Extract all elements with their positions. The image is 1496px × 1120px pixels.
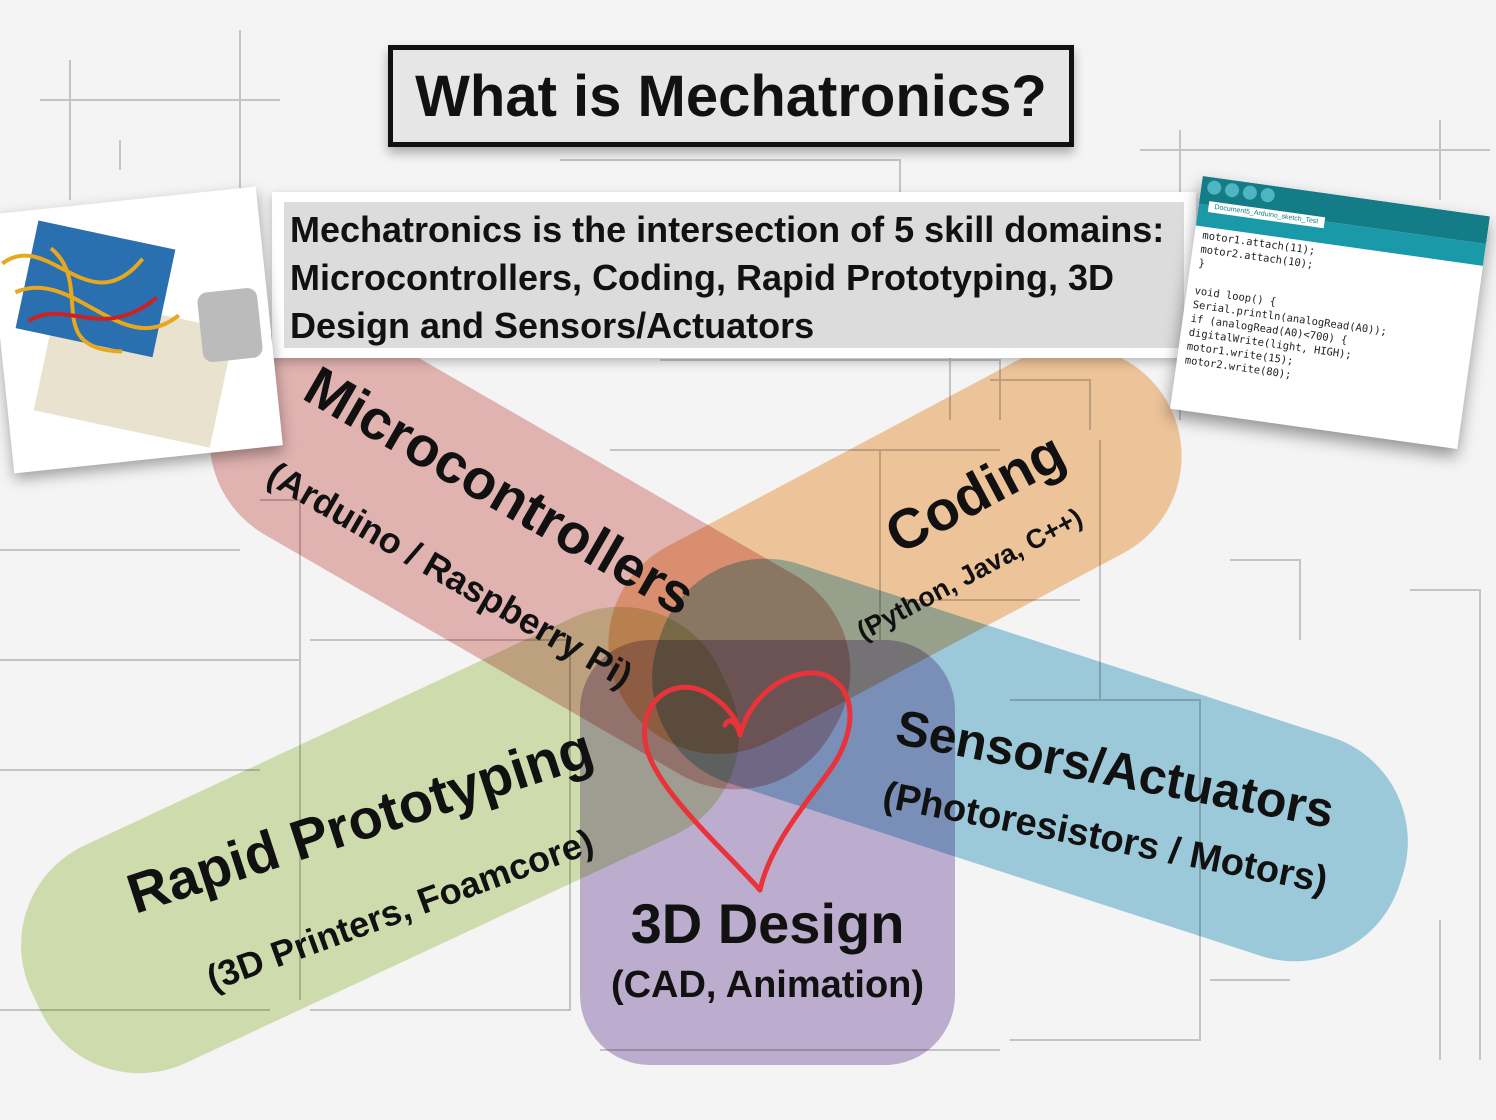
heart-icon [642,670,853,893]
arduino-breadboard-photo [0,186,283,474]
3d-design-label: 3D Design [630,892,905,955]
3d-design-petal [580,640,955,1065]
intro-box: Mechatronics is the intersection of 5 sk… [272,192,1196,358]
intro-text: Mechatronics is the intersection of 5 sk… [284,202,1184,348]
3d-design-examples: (CAD, Animation) [610,964,925,1006]
page-title: What is Mechatronics? [388,45,1074,147]
code-editor-screenshot: Document5_Arduino_sketch_Test motor1.att… [1170,175,1490,450]
